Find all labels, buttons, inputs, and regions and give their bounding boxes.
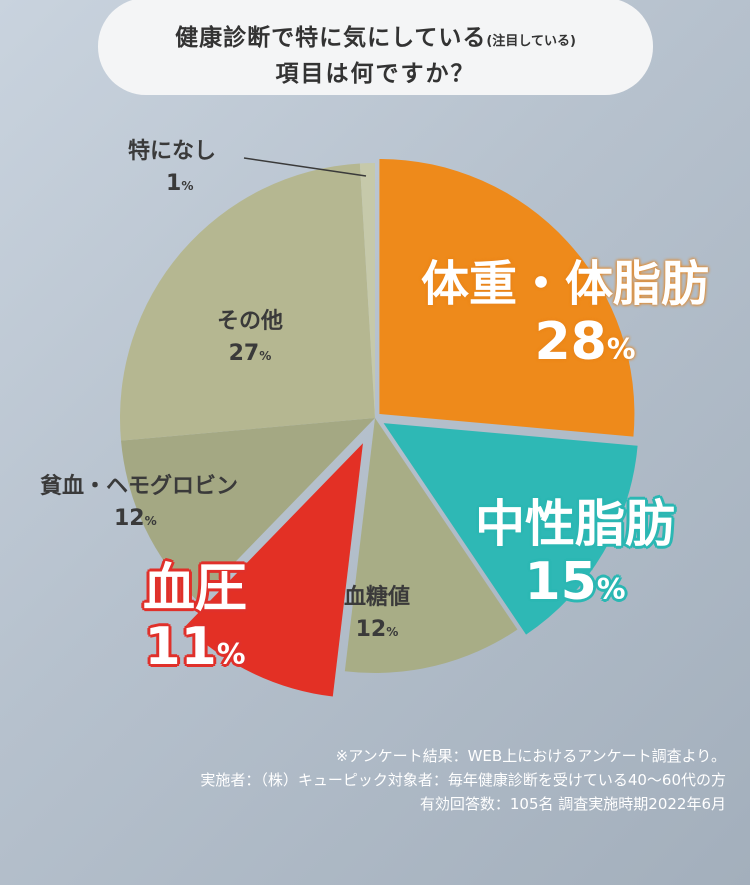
- label-bp-value: 11: [144, 617, 217, 677]
- label-bp-name: 血圧: [142, 559, 247, 619]
- label-none: 特になし 1%: [128, 136, 218, 202]
- pie-slice-7: [359, 163, 375, 418]
- pie-slice-2: [383, 423, 638, 635]
- label-weight-name: 体重・体脂肪: [420, 256, 709, 312]
- label-sugar: 血糖値 12%: [322, 582, 432, 648]
- footnote-line3: 有効回答数：105名 調査実施時期2022年6月: [419, 795, 726, 813]
- pie-slice-1: [379, 158, 635, 437]
- chart-title-box: 健康診断で特に気にしている(注目している) 項目は何ですか？: [98, 0, 653, 95]
- label-neutral-pct: %: [596, 572, 626, 606]
- chart-title-line2: 項目は何ですか？: [275, 61, 476, 87]
- footnote-line1: ※アンケート結果：WEB上におけるアンケート調査より。: [335, 747, 726, 765]
- chart-title-note: (注目している): [486, 34, 576, 49]
- label-sugar-value: 12: [355, 617, 387, 642]
- pie-slice-6: [119, 163, 375, 441]
- pie-slice-3: [344, 418, 518, 673]
- label-none-value: 1: [166, 171, 182, 196]
- footnote-line2: 実施者：（株）キューピック対象者：毎年健康診断を受けている40〜60代の方: [200, 771, 726, 789]
- leader-line-none: [243, 157, 367, 177]
- label-none-pct: %: [181, 179, 194, 193]
- chart-title-line1: 健康診断で特に気にしている(注目している): [175, 25, 576, 51]
- label-anemia-value: 12: [114, 506, 145, 531]
- label-neutral-value: 15: [524, 552, 597, 612]
- label-none-name: 特になし: [128, 139, 217, 164]
- label-bp: 血圧 11%: [120, 560, 270, 683]
- label-anemia: 貧血・ヘモグロビン 12%: [14, 471, 264, 537]
- label-neutral-name: 中性脂肪: [475, 495, 675, 553]
- label-sugar-pct: %: [386, 625, 399, 639]
- pie-slice-4: [185, 443, 363, 697]
- pie-slice-5: [121, 418, 375, 601]
- label-weight-pct: %: [606, 332, 636, 366]
- label-bp-pct: %: [216, 637, 246, 671]
- label-weight: 体重・体脂肪 28%: [400, 255, 730, 378]
- label-sugar-name: 血糖値: [343, 585, 410, 610]
- footnote: ※アンケート結果：WEB上におけるアンケート調査より。 実施者：（株）キューピッ…: [26, 744, 726, 816]
- label-other-name: その他: [216, 309, 283, 334]
- label-anemia-name: 貧血・ヘモグロビン: [39, 474, 238, 499]
- label-weight-value: 28: [534, 312, 607, 372]
- label-neutral: 中性脂肪 15%: [440, 495, 710, 618]
- label-other-pct: %: [259, 349, 272, 363]
- label-anemia-pct: %: [144, 514, 157, 528]
- label-other-value: 27: [228, 341, 260, 366]
- label-other: その他 27%: [195, 306, 305, 372]
